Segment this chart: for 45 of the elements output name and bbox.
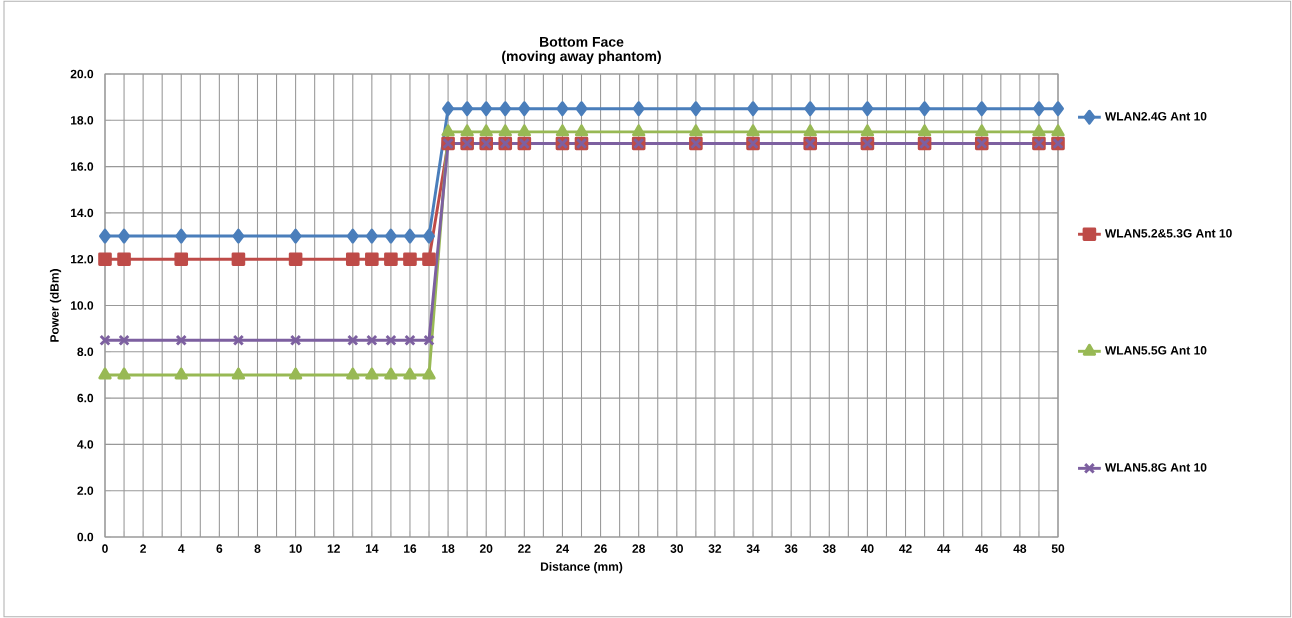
y-tick-label: 16.0 — [71, 162, 94, 171]
x-axis-title: Distance (mm) — [540, 562, 623, 574]
x-tick-label: 32 — [708, 544, 722, 553]
x-tick-label: 36 — [784, 544, 798, 553]
x-tick-label: 4 — [178, 544, 185, 553]
x-tick-label: 12 — [327, 544, 340, 553]
x-tick-label: 10 — [289, 544, 302, 553]
y-axis-title: Power (dBm) — [49, 269, 62, 342]
x-tick-label: 50 — [1051, 544, 1065, 553]
y-tick-label: 6.0 — [77, 393, 94, 403]
x-tick-label: 44 — [937, 544, 951, 553]
legend-label: WLAN5.2&5.3G Ant 10 — [1104, 229, 1232, 238]
y-tick-label: 0.0 — [77, 532, 94, 542]
y-tick-label: 8.0 — [77, 347, 94, 357]
y-tick-label: 4.0 — [77, 440, 94, 449]
y-tick-label: 2.0 — [77, 486, 94, 495]
x-tick-label: 48 — [1013, 544, 1027, 553]
x-tick-label: 20 — [479, 544, 493, 553]
x-tick-label: 2 — [140, 544, 146, 553]
x-tick-label: 24 — [556, 544, 570, 553]
y-tick-label: 14.0 — [71, 208, 94, 218]
y-tick-label: 10.0 — [71, 301, 94, 310]
x-tick-label: 38 — [822, 544, 836, 553]
x-tick-label: 8 — [254, 544, 261, 553]
x-tick-label: 14 — [365, 544, 379, 553]
x-tick-label: 16 — [404, 544, 417, 553]
y-tick-label: 18.0 — [71, 116, 94, 125]
x-tick-label: 0 — [102, 544, 108, 553]
legend-label: WLAN2.4G Ant 10 — [1104, 112, 1207, 121]
x-tick-label: 28 — [632, 544, 645, 553]
x-tick-label: 42 — [899, 544, 912, 553]
y-tick-label: 12.0 — [71, 254, 94, 264]
x-tick-label: 6 — [216, 544, 223, 553]
x-tick-label: 40 — [860, 544, 874, 553]
chart-title: Bottom Face — [540, 37, 624, 47]
y-tick-label: 20.0 — [70, 69, 94, 79]
x-tick-label: 18 — [442, 544, 455, 553]
x-tick-label: 46 — [975, 544, 988, 553]
x-tick-label: 22 — [518, 544, 531, 553]
x-tick-label: 26 — [594, 544, 607, 553]
legend-label: WLAN5.8G Ant 10 — [1104, 463, 1207, 472]
legend-label: WLAN5.5G Ant 10 — [1104, 346, 1207, 355]
x-tick-label: 34 — [746, 544, 760, 553]
x-tick-label: 30 — [670, 544, 683, 553]
chart-subtitle: (moving away phantom) — [502, 50, 661, 64]
